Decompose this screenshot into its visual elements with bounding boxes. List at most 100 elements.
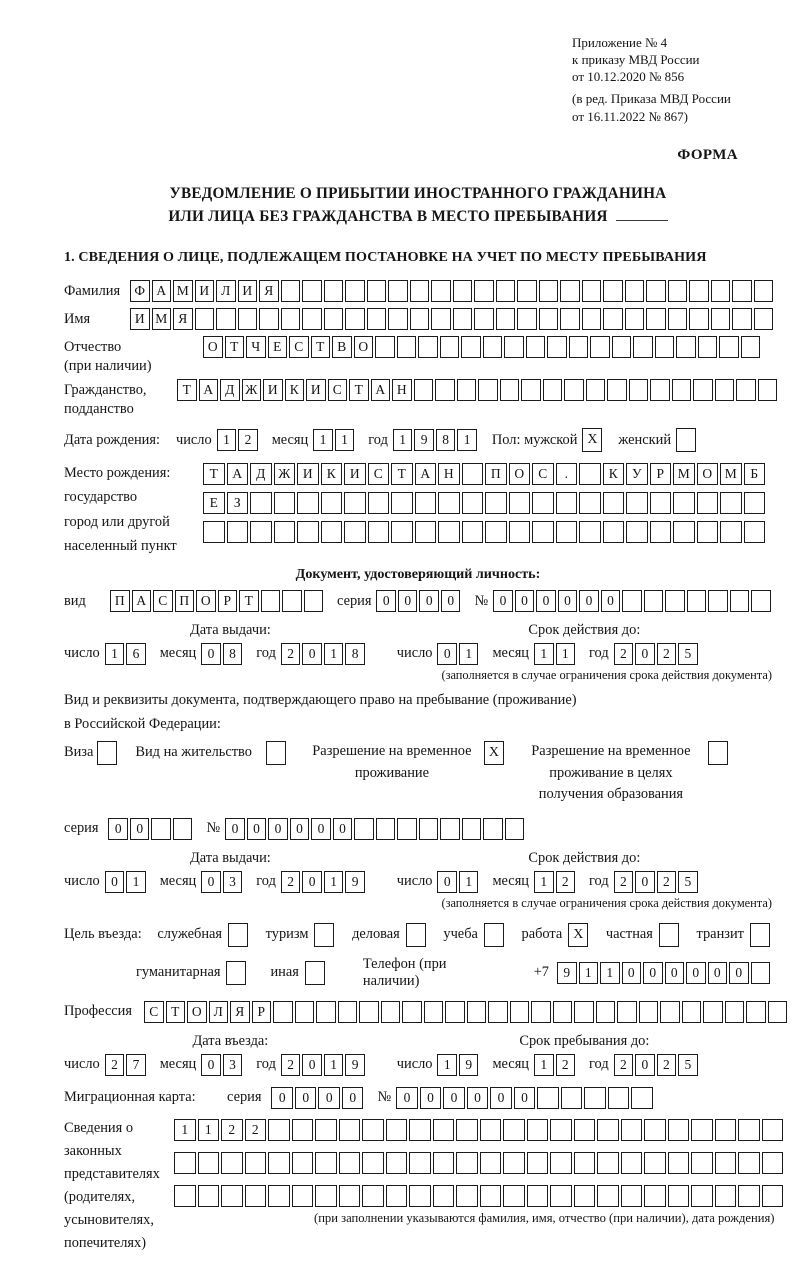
- birth-place-char-box[interactable]: [532, 492, 554, 515]
- representatives-char-box[interactable]: [268, 1184, 290, 1207]
- surname-char-box[interactable]: [345, 280, 365, 303]
- profession-char-box[interactable]: [294, 1000, 314, 1023]
- profession-char-box[interactable]: [488, 1000, 508, 1023]
- birth-day-box[interactable]: 2: [238, 429, 258, 452]
- purpose-business-checkbox[interactable]: [405, 922, 426, 947]
- birth-place-char-box[interactable]: Б: [743, 463, 765, 486]
- citizenship-char-box[interactable]: И: [263, 379, 283, 402]
- birth-place-char-box[interactable]: [579, 463, 601, 486]
- citizenship-char-box[interactable]: [564, 379, 584, 402]
- surname-char-box[interactable]: [538, 280, 558, 303]
- purpose-transit-checkbox[interactable]: [749, 922, 770, 947]
- representatives-char-box[interactable]: [479, 1118, 501, 1141]
- birth-place-char-box[interactable]: [461, 492, 483, 515]
- temp-residence-edu-checkbox[interactable]: [707, 740, 728, 765]
- purpose-transit-checkbox[interactable]: [749, 922, 772, 947]
- patronymic-char-box[interactable]: [482, 336, 502, 359]
- purpose-humanitarian-checkbox[interactable]: [226, 960, 247, 985]
- patronymic-char-box[interactable]: [611, 336, 631, 359]
- profession-char-box[interactable]: Л: [208, 1000, 228, 1023]
- citizenship-char-box[interactable]: Н: [392, 379, 412, 402]
- birth-place-char-box[interactable]: [649, 521, 671, 544]
- given-name-char-box[interactable]: И: [130, 308, 150, 331]
- citizenship-char-box[interactable]: [585, 379, 605, 402]
- migration-card-series-box[interactable]: 0: [318, 1086, 340, 1109]
- doc-expiry-month-box[interactable]: 1: [534, 642, 554, 665]
- citizenship-char-box[interactable]: [607, 379, 627, 402]
- temp-residence-edu-checkbox[interactable]: [707, 740, 730, 765]
- citizenship-char-box[interactable]: Ж: [241, 379, 261, 402]
- representatives-char-box[interactable]: [291, 1118, 313, 1141]
- citizenship-char-box[interactable]: А: [198, 379, 218, 402]
- birth-place-char-box[interactable]: [532, 521, 554, 544]
- doc-number-box[interactable]: [751, 589, 771, 612]
- purpose-other-checkbox[interactable]: [304, 960, 327, 985]
- citizenship-char-box[interactable]: К: [284, 379, 304, 402]
- representatives-char-box[interactable]: [362, 1184, 384, 1207]
- birth-place-char-box[interactable]: [485, 521, 507, 544]
- birth-place-char-box[interactable]: [508, 492, 530, 515]
- citizenship-char-box[interactable]: [413, 379, 433, 402]
- birth-place-char-box[interactable]: [626, 492, 648, 515]
- patronymic-char-box[interactable]: [439, 336, 459, 359]
- birth-place-char-box[interactable]: [320, 492, 342, 515]
- surname-char-box[interactable]: [452, 280, 472, 303]
- citizenship-char-box[interactable]: [521, 379, 541, 402]
- profession-char-box[interactable]: Р: [251, 1000, 271, 1023]
- birth-place-char-box[interactable]: Н: [438, 463, 460, 486]
- profession-char-box[interactable]: [402, 1000, 422, 1023]
- given-name-char-box[interactable]: [216, 308, 236, 331]
- birth-place-char-box[interactable]: [602, 492, 624, 515]
- birth-place-char-box[interactable]: [391, 521, 413, 544]
- representatives-char-box[interactable]: [550, 1184, 572, 1207]
- birth-place-char-box[interactable]: З: [226, 492, 248, 515]
- phone-digit-box[interactable]: 0: [729, 961, 749, 984]
- doc-kind-char-box[interactable]: П: [174, 589, 194, 612]
- birth-day-box[interactable]: 1: [216, 429, 237, 452]
- citizenship-char-box[interactable]: Д: [220, 379, 240, 402]
- representatives-char-box[interactable]: [503, 1118, 525, 1141]
- surname-char-box[interactable]: [710, 280, 730, 303]
- patronymic-char-box[interactable]: В: [332, 336, 352, 359]
- representatives-char-box[interactable]: [761, 1184, 783, 1207]
- doc-kind-char-box[interactable]: [303, 589, 323, 612]
- phone-digit-box[interactable]: 9: [557, 961, 577, 984]
- residence-expiry-year-box[interactable]: 0: [635, 870, 655, 893]
- representatives-char-box[interactable]: [620, 1118, 642, 1141]
- patronymic-char-box[interactable]: [504, 336, 524, 359]
- profession-char-box[interactable]: [746, 1000, 766, 1023]
- doc-expiry-year-box[interactable]: 2: [656, 642, 677, 665]
- doc-expiry-day-box[interactable]: 0: [437, 642, 457, 665]
- birth-place-char-box[interactable]: [579, 521, 601, 544]
- birth-place-char-box[interactable]: [626, 521, 648, 544]
- sex-female-checkbox[interactable]: [676, 428, 698, 453]
- doc-expiry-year-box[interactable]: 5: [678, 642, 698, 665]
- surname-char-box[interactable]: И: [237, 280, 257, 303]
- patronymic-char-box[interactable]: [375, 336, 395, 359]
- representatives-char-box[interactable]: [385, 1118, 407, 1141]
- birth-place-char-box[interactable]: К: [320, 463, 342, 486]
- residence-number-box[interactable]: [375, 817, 396, 840]
- doc-kind-char-box[interactable]: С: [153, 589, 173, 612]
- surname-char-box[interactable]: [431, 280, 451, 303]
- citizenship-char-box[interactable]: [456, 379, 476, 402]
- profession-char-box[interactable]: [423, 1000, 443, 1023]
- residence-series-box[interactable]: [172, 817, 193, 840]
- representatives-char-box[interactable]: [761, 1118, 783, 1141]
- doc-number-box[interactable]: 0: [600, 589, 621, 612]
- birth-place-char-box[interactable]: [391, 492, 413, 515]
- profession-char-box[interactable]: [660, 1000, 680, 1023]
- birth-place-char-box[interactable]: [720, 521, 742, 544]
- purpose-humanitarian-checkbox[interactable]: [226, 960, 248, 985]
- purpose-business-checkbox[interactable]: [405, 922, 428, 947]
- doc-issue-day-box[interactable]: 6: [126, 642, 146, 665]
- representatives-char-box[interactable]: [691, 1118, 713, 1141]
- doc-number-box[interactable]: [622, 589, 642, 612]
- given-name-char-box[interactable]: [431, 308, 451, 331]
- patronymic-char-box[interactable]: [740, 336, 760, 359]
- migration-card-number-box[interactable]: [537, 1086, 559, 1109]
- birth-place-char-box[interactable]: М: [673, 463, 695, 486]
- patronymic-char-box[interactable]: Ч: [246, 336, 266, 359]
- citizenship-char-box[interactable]: [435, 379, 455, 402]
- representatives-char-box[interactable]: [362, 1118, 384, 1141]
